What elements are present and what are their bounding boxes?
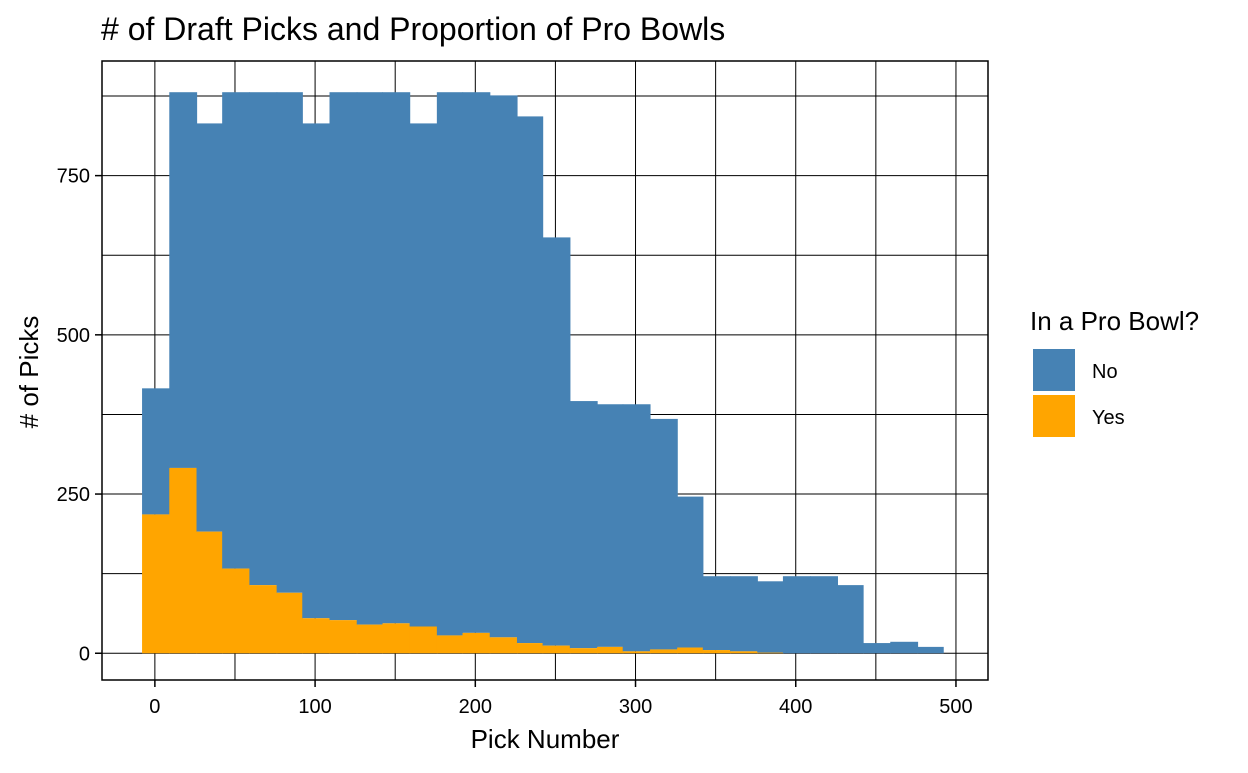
bar-no [890,641,919,654]
bar-yes [516,643,544,654]
bar-yes [356,624,383,654]
legend-label-no: No [1092,361,1118,383]
chart-title: # of Draft Picks and Proportion of Pro B… [101,11,725,47]
bar-no [917,646,944,654]
bar-no [489,95,518,638]
x-tick-label: 0 [149,696,160,718]
bar-no [196,123,223,532]
bar-yes [276,592,303,654]
bar-yes [409,626,438,654]
bar-yes [569,648,598,654]
bar-yes [730,651,758,654]
bar-no [356,92,383,625]
bar-yes [462,632,491,654]
x-tick-label: 100 [298,696,331,718]
y-tick-label: 500 [57,325,90,347]
x-tick-label: 400 [779,696,812,718]
bar-yes [249,585,278,654]
x-tick-label: 200 [459,696,492,718]
legend-key-no [1033,349,1075,391]
histogram-bars [142,92,944,654]
bar-no [276,92,303,593]
bar-yes [757,652,784,654]
bar-yes [222,568,250,654]
bar-yes [622,651,651,654]
bar-no [863,643,891,654]
bar-yes [702,650,731,654]
bar-no [302,123,331,619]
bar-no [702,576,731,651]
bar-yes [329,620,358,654]
legend-label-yes: Yes [1092,407,1125,429]
bar-no [516,116,544,644]
y-tick-label: 0 [79,643,90,665]
bar-yes [597,646,624,654]
x-tick-label: 300 [619,696,652,718]
x-axis-label: Pick Number [471,724,620,754]
legend-key-yes [1033,395,1075,437]
x-tick-label: 500 [939,696,972,718]
bar-yes [169,467,198,654]
bar-no [222,92,250,569]
bar-no [409,123,438,627]
bar-no [622,404,651,652]
y-tick-label: 250 [57,484,90,506]
bar-no [597,404,624,647]
bar-no [169,92,198,468]
y-tick-label: 750 [57,166,90,188]
bar-no [837,585,864,654]
bar-no [677,496,704,648]
bar-no [810,576,838,654]
bar-yes [196,531,223,654]
bar-no [462,92,491,633]
legend-title: In a Pro Bowl? [1030,306,1199,336]
bar-yes [649,649,678,654]
plot-border [101,60,989,681]
bar-no [730,576,758,652]
bar-no [782,576,811,654]
bar-no [542,237,571,646]
bar-no [142,388,170,515]
bar-no [329,92,358,621]
bar-yes [302,618,331,654]
legend: In a Pro Bowl? No Yes [1030,306,1199,437]
bar-yes [542,645,571,654]
bar-no [436,92,464,636]
bar-no [382,92,411,624]
bar-no [569,401,598,649]
bar-no [757,581,784,653]
bar-no [649,418,678,650]
bar-yes [142,514,170,654]
bar-yes [677,647,704,654]
bar-yes [489,637,518,654]
bar-no [249,92,278,586]
y-axis-label: # of Picks [14,316,44,429]
bar-yes [382,623,411,654]
axes: 0 100 200 300 400 500 0 250 500 750 [57,60,989,718]
bar-yes [436,635,464,654]
